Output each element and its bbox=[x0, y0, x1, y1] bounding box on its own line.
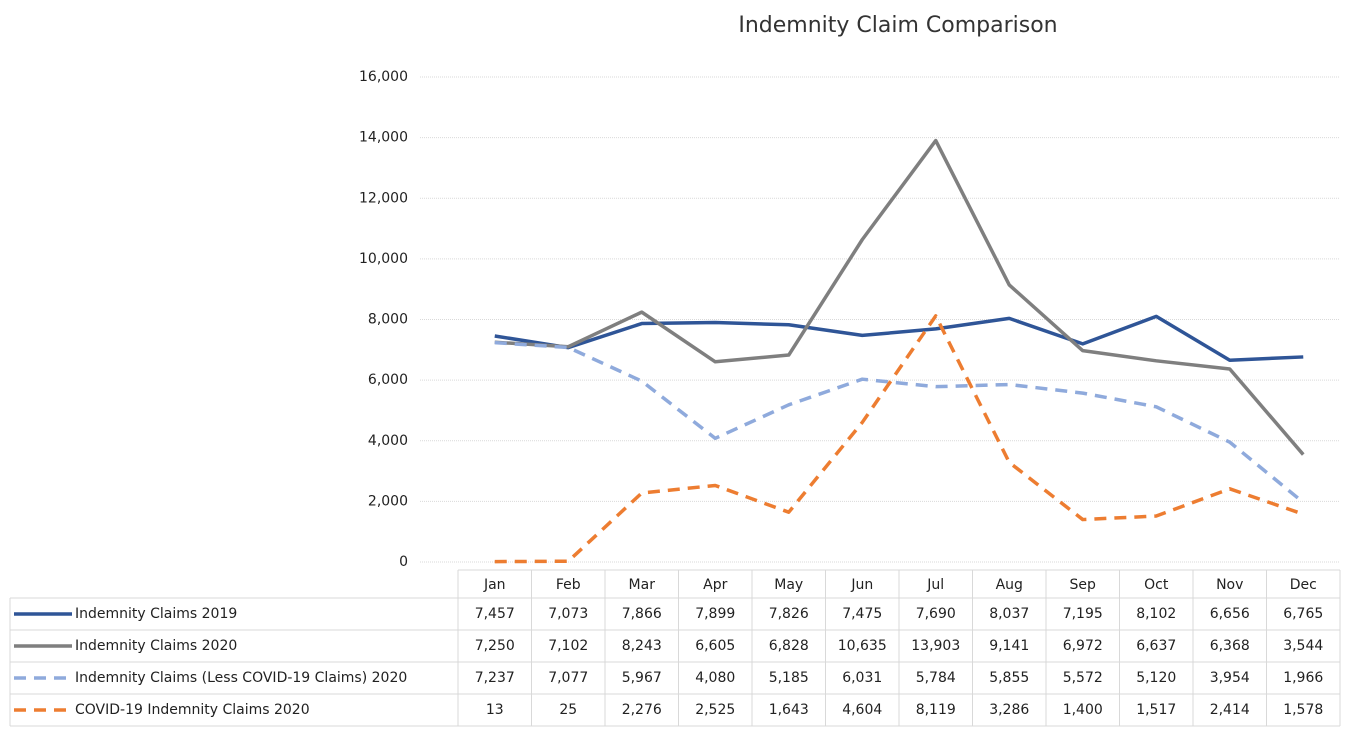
table-cell: 13,903 bbox=[911, 638, 960, 654]
table-cell: 6,972 bbox=[1063, 638, 1103, 654]
table-cell: 5,855 bbox=[989, 670, 1029, 686]
table-cell: 10,635 bbox=[838, 638, 887, 654]
x-tick-label: Dec bbox=[1290, 577, 1317, 593]
table-cell: 1,517 bbox=[1136, 702, 1176, 718]
table-cell: 7,690 bbox=[916, 606, 956, 622]
table-cell: 2,525 bbox=[695, 702, 735, 718]
x-tick-label: Mar bbox=[629, 577, 656, 593]
y-tick-label: 10,000 bbox=[359, 251, 408, 267]
legend-label: Indemnity Claims 2020 bbox=[75, 638, 237, 654]
table-cell: 8,119 bbox=[916, 702, 956, 718]
x-tick-label: Apr bbox=[703, 577, 727, 593]
table-cell: 2,276 bbox=[622, 702, 662, 718]
y-tick-label: 8,000 bbox=[368, 312, 408, 328]
table-cell: 6,368 bbox=[1210, 638, 1250, 654]
legend-label: Indemnity Claims 2019 bbox=[75, 606, 237, 622]
table-cell: 6,765 bbox=[1283, 606, 1323, 622]
series-line bbox=[494, 340, 1305, 504]
table-cell: 1,400 bbox=[1063, 702, 1103, 718]
x-tick-label: Jan bbox=[483, 577, 506, 593]
table-cell: 5,185 bbox=[769, 670, 809, 686]
table-cell: 4,604 bbox=[842, 702, 882, 718]
table-cell: 8,102 bbox=[1136, 606, 1176, 622]
x-tick-label: Aug bbox=[996, 577, 1023, 593]
table-cell: 5,572 bbox=[1063, 670, 1103, 686]
x-tick-label: Oct bbox=[1144, 577, 1169, 593]
table-cell: 6,656 bbox=[1210, 606, 1250, 622]
table-cell: 5,967 bbox=[622, 670, 662, 686]
table-cell: 7,475 bbox=[842, 606, 882, 622]
series-line bbox=[494, 314, 1304, 564]
table-cell: 13 bbox=[486, 702, 504, 718]
chart-title: Indemnity Claim Comparison bbox=[738, 13, 1057, 38]
x-tick-label: Sep bbox=[1070, 577, 1097, 593]
table-cell: 6,605 bbox=[695, 638, 735, 654]
series-line bbox=[494, 314, 1304, 362]
table-cell: 7,073 bbox=[548, 606, 588, 622]
table-cell: 9,141 bbox=[989, 638, 1029, 654]
table-cell: 7,237 bbox=[475, 670, 515, 686]
table-cell: 4,080 bbox=[695, 670, 735, 686]
table-cell: 1,966 bbox=[1283, 670, 1323, 686]
y-tick-label: 2,000 bbox=[368, 493, 408, 509]
legend-label: Indemnity Claims (Less COVID-19 Claims) … bbox=[75, 670, 407, 686]
table-cell: 3,544 bbox=[1283, 638, 1323, 654]
table-cell: 3,286 bbox=[989, 702, 1029, 718]
legend-label: COVID-19 Indemnity Claims 2020 bbox=[75, 702, 310, 718]
table-cell: 1,643 bbox=[769, 702, 809, 718]
x-tick-label: Jul bbox=[926, 577, 944, 593]
table-cell: 8,243 bbox=[622, 638, 662, 654]
table-cell: 7,195 bbox=[1063, 606, 1103, 622]
table-cell: 7,102 bbox=[548, 638, 588, 654]
y-tick-label: 0 bbox=[399, 554, 408, 570]
table-cell: 6,031 bbox=[842, 670, 882, 686]
y-tick-label: 16,000 bbox=[359, 69, 408, 85]
y-tick-label: 6,000 bbox=[368, 372, 408, 388]
x-tick-label: Nov bbox=[1216, 577, 1243, 593]
table-cell: 7,457 bbox=[475, 606, 515, 622]
y-tick-label: 14,000 bbox=[359, 130, 408, 146]
table-cell: 6,828 bbox=[769, 638, 809, 654]
table-cell: 5,120 bbox=[1136, 670, 1176, 686]
x-tick-label: Feb bbox=[556, 577, 581, 593]
table-cell: 5,784 bbox=[916, 670, 956, 686]
table-cell: 6,637 bbox=[1136, 638, 1176, 654]
table-cell: 8,037 bbox=[989, 606, 1029, 622]
series-line bbox=[494, 138, 1305, 456]
table-cell: 7,250 bbox=[475, 638, 515, 654]
table-cell: 2,414 bbox=[1210, 702, 1250, 718]
table-cell: 7,826 bbox=[769, 606, 809, 622]
y-tick-label: 4,000 bbox=[368, 433, 408, 449]
table-cell: 1,578 bbox=[1283, 702, 1323, 718]
x-tick-label: May bbox=[774, 577, 803, 593]
table-cell: 7,866 bbox=[622, 606, 662, 622]
table-cell: 7,899 bbox=[695, 606, 735, 622]
table-cell: 3,954 bbox=[1210, 670, 1250, 686]
x-tick-label: Jun bbox=[850, 577, 873, 593]
table-cell: 25 bbox=[559, 702, 577, 718]
y-tick-label: 12,000 bbox=[359, 190, 408, 206]
table-cell: 7,077 bbox=[548, 670, 588, 686]
